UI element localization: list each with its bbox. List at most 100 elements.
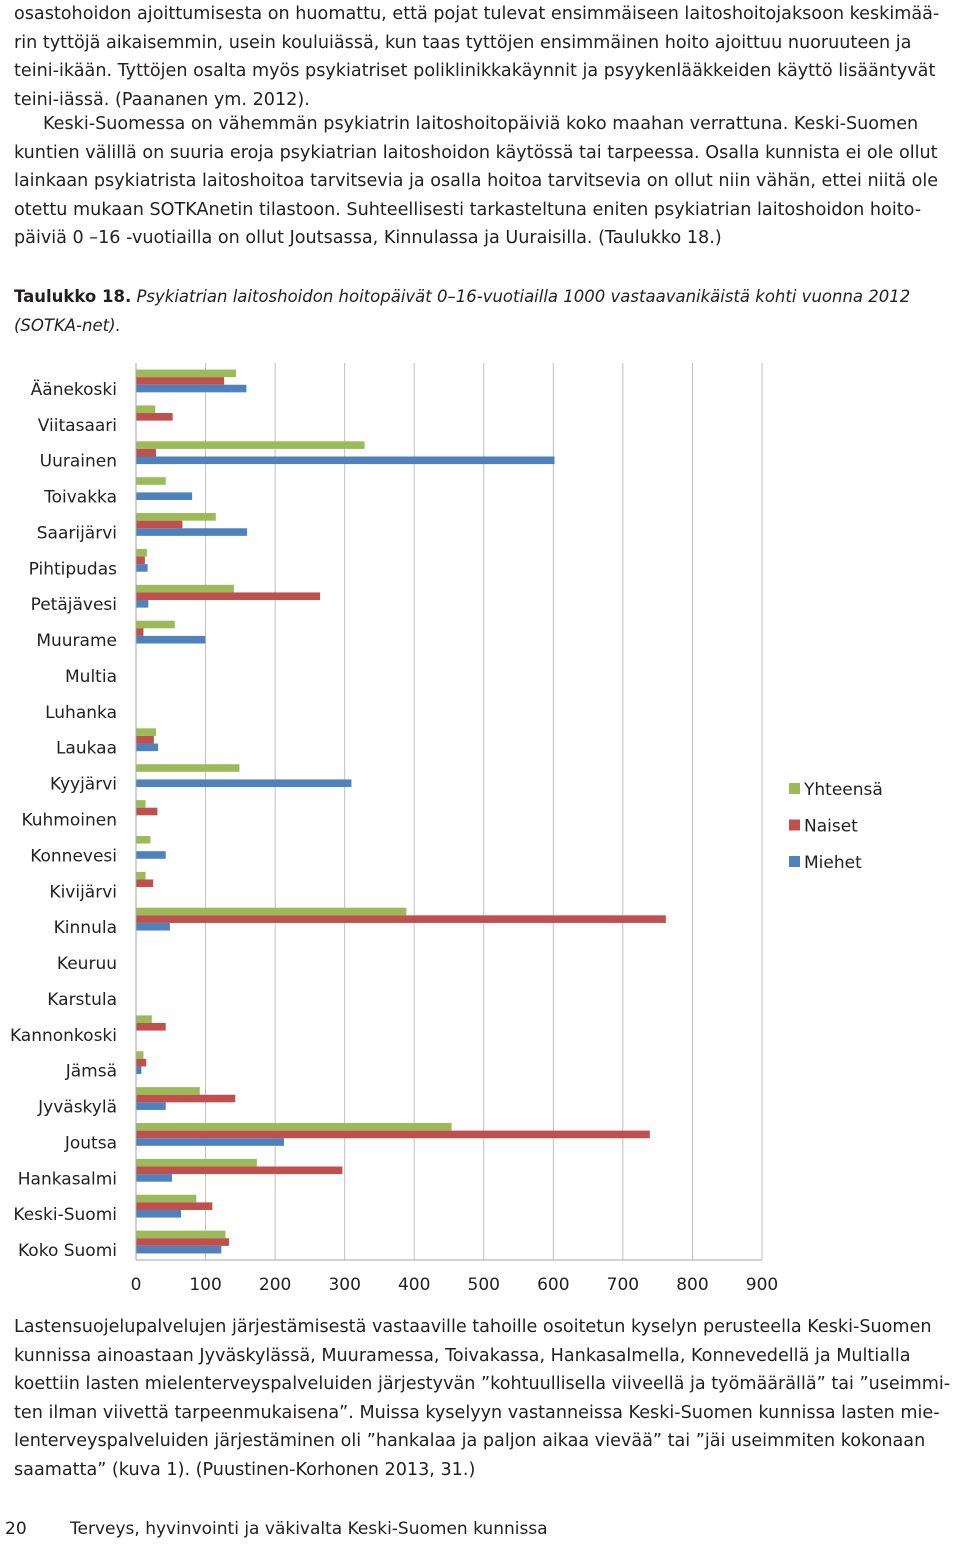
bar — [136, 492, 193, 500]
bar — [136, 1087, 200, 1095]
text-line: Keski-Suomessa on vähemmän psykiatrin la… — [43, 114, 919, 134]
bar — [136, 477, 166, 485]
bar — [136, 1022, 166, 1031]
caption-text: Psykiatrian laitoshoidon hoitopäivät 0–1… — [14, 287, 911, 335]
bar — [136, 448, 156, 457]
bar — [136, 1202, 213, 1210]
text-line: otettu mukaan SOTKAnetin tilastoon. Suht… — [14, 199, 922, 220]
bar — [136, 584, 234, 593]
bar — [136, 915, 666, 923]
x-tick-label: 200 — [259, 1275, 291, 1295]
bar — [136, 377, 225, 385]
bar — [136, 879, 154, 888]
x-tick-label: 100 — [189, 1275, 221, 1295]
category-label: Muurame — [36, 631, 117, 651]
bar — [136, 369, 236, 378]
bar — [136, 1166, 343, 1175]
category-label: Kyyjärvi — [50, 775, 117, 795]
legend-swatch — [789, 783, 800, 794]
legend-swatch — [789, 856, 800, 867]
text-line: ten ilman viivettä tarpeenmukaisena”. Mu… — [14, 1402, 940, 1423]
bar — [136, 1209, 182, 1218]
legend-label: Yhteensä — [803, 780, 883, 800]
bar — [136, 851, 166, 859]
bar — [136, 1066, 142, 1075]
category-label: Jyväskylä — [37, 1098, 117, 1118]
text-line: teini-ikään. Tyttöjen osalta myös psykia… — [14, 61, 936, 81]
bar — [136, 1015, 152, 1023]
bar — [136, 405, 156, 414]
bar — [136, 922, 170, 931]
text-line: kuntien välillä on suuria eroja psykiatr… — [14, 142, 938, 163]
category-label: Keski-Suomi — [13, 1205, 117, 1225]
bar — [136, 528, 248, 536]
text-line: lainkaan psykiatrista laitoshoitoa tarvi… — [14, 171, 939, 191]
category-label: Petäjävesi — [31, 595, 117, 615]
text-line: lenterveyspalveluiden järjestäminen oli … — [14, 1431, 926, 1451]
bar — [136, 513, 216, 521]
category-label: Uurainen — [40, 452, 117, 472]
category-label: Keuruu — [57, 954, 117, 974]
text-line: osastohoidon ajoittumisesta on huomattu,… — [14, 4, 940, 24]
footer-title: Terveys, hyvinvointi ja väkivalta Keski-… — [70, 1519, 548, 1539]
bar — [136, 800, 146, 808]
bar — [136, 764, 240, 772]
bar — [136, 1123, 452, 1131]
x-tick-label: 600 — [537, 1275, 569, 1295]
bar — [136, 556, 145, 565]
page-number: 20 — [5, 1519, 27, 1539]
legend-swatch — [789, 819, 800, 831]
legend-label: Miehet — [804, 853, 862, 873]
bar — [136, 441, 365, 449]
bar — [136, 620, 175, 629]
text-line: päiviä 0 –16 -vuotiailla on ollut Joutsa… — [14, 228, 722, 248]
x-tick-label: 0 — [131, 1275, 142, 1295]
category-label: Joutsa — [64, 1133, 117, 1153]
bar — [136, 456, 555, 465]
text-line: kunnissa ainoastaan Jyväskylässä, Muuram… — [14, 1345, 911, 1366]
bar — [136, 1051, 144, 1059]
category-label: Hankasalmi — [18, 1169, 117, 1189]
legend-label: Naiset — [804, 817, 858, 837]
x-tick-label: 400 — [398, 1275, 430, 1295]
category-label: Luhanka — [45, 703, 117, 723]
x-tick-label: 800 — [676, 1275, 708, 1295]
text-line: rin tyttöjä aikaisemmin, usein kouluiäss… — [14, 32, 912, 53]
category-label: Äänekoski — [31, 379, 117, 400]
table-caption: Taulukko 18. Psykiatrian laitoshoidon ho… — [14, 282, 958, 340]
bar — [136, 807, 158, 816]
category-label: Saarijärvi — [37, 523, 117, 543]
bar — [136, 1138, 284, 1146]
bar — [136, 871, 146, 880]
category-label: Konnevesi — [30, 846, 117, 866]
category-label: Viitasaari — [38, 416, 117, 436]
text-line: saamatta” (kuva 1). (Puustinen-Korhonen … — [14, 1459, 476, 1480]
bar — [136, 1058, 147, 1067]
category-label: Koko Suomi — [18, 1241, 117, 1261]
bar — [136, 835, 151, 844]
category-label: Kivijärvi — [49, 882, 117, 902]
second-paragraph: Keski-Suomessa on vähemmän psykiatrin la… — [14, 110, 958, 253]
bar-chart: 0 100 200 300 400 500 600 700 800 900 Äänekoski Vii… — [10, 363, 883, 1295]
bar — [136, 520, 183, 529]
category-label: Kannonkoski — [10, 1026, 117, 1046]
category-label: Pihtipudas — [29, 559, 118, 579]
x-tick-label: 900 — [746, 1275, 778, 1295]
bar — [136, 635, 206, 644]
category-label: Jämsä — [65, 1062, 117, 1082]
category-label: Toivakka — [43, 488, 117, 508]
bar — [136, 1102, 166, 1110]
bar — [136, 1238, 230, 1246]
x-tick-label: 300 — [328, 1275, 360, 1295]
bar — [136, 728, 156, 736]
bar — [136, 1094, 236, 1103]
page-footer: 20 Terveys, hyvinvointi ja väkivalta Kesk… — [5, 1519, 905, 1539]
text-line: Lastensuojelupalvelujen järjestämisestä … — [14, 1317, 932, 1337]
bar — [136, 1245, 222, 1254]
bar — [136, 1130, 650, 1139]
category-label: Kinnula — [54, 918, 117, 938]
category-label: Karstula — [47, 990, 117, 1010]
bar — [136, 907, 407, 916]
text-line: teini-iässä. (Paananen ym. 2012). — [14, 89, 310, 110]
bar — [136, 1194, 197, 1203]
